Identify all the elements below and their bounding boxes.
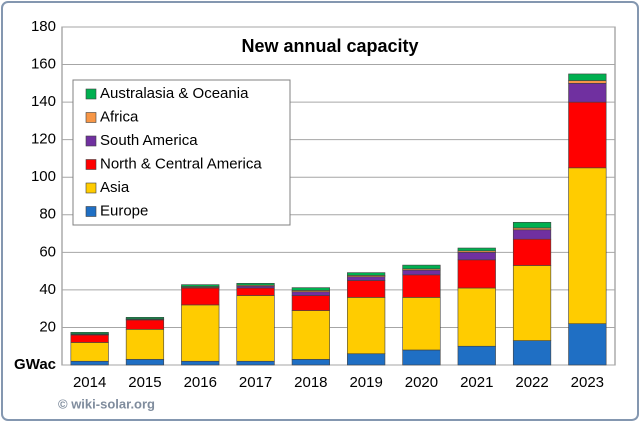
legend-swatch [85,182,97,194]
legend-label: Europe [100,202,148,219]
bar-segment [70,360,109,366]
y-tick-label: GWac [14,356,56,373]
y-tick-label: 20 [39,318,56,335]
y-tick-label: 80 [39,206,56,223]
bar-segment [512,238,552,266]
bar-segment [512,265,552,341]
y-tick-label: 100 [31,168,56,185]
bar-segment [347,276,386,281]
bar-segment [70,334,109,343]
bar-segment [568,83,607,103]
bar-segment [125,319,165,330]
bar-segment [291,291,330,296]
bar-segment [457,287,496,347]
bar-segment [347,272,386,276]
x-tick-label: 2020 [405,374,438,391]
bar-segment [512,221,552,229]
legend-label: Asia [100,179,130,196]
legend [72,79,291,226]
bar-segment [70,342,109,362]
bar-segment [347,297,386,355]
legend-label: North & Central America [100,155,262,172]
bar-segment [512,340,552,366]
legend-label: South America [100,132,198,149]
bar-segment [568,73,607,81]
bar-segment [568,167,607,324]
bar-segment [347,280,386,298]
bar-segment [181,304,220,362]
bar-segment [291,287,330,291]
bar-segment [512,229,552,240]
x-tick-label: 2014 [73,374,106,391]
bar-segment [402,264,441,270]
bar-segment [568,80,607,84]
bar-segment [236,287,275,296]
x-tick-label: 2016 [184,374,217,391]
x-tick-label: 2023 [571,374,604,391]
bar-segment [568,101,607,169]
bar-segment [236,295,275,362]
bar-segment [457,259,496,289]
bar-segment [402,349,441,366]
legend-entries: Europe Asia North & Central America South A… [85,85,262,219]
legend-swatch [85,88,97,100]
bar-segment [457,252,496,261]
bar-segment [291,295,330,311]
y-tick-label: 140 [31,93,56,110]
x-tick-label: 2022 [515,374,548,391]
y-tick-label: 180 [31,18,56,35]
x-tick-label: 2015 [128,374,161,391]
bar-segment [125,317,165,320]
bar-segment [125,359,165,366]
bar-segment [181,287,220,306]
legend-swatch [85,135,97,147]
bar-segment [291,310,330,360]
bar-segment [457,247,496,252]
x-tick-label: 2018 [294,374,327,391]
x-tick-label: 2019 [349,374,382,391]
bar-segment [347,353,386,366]
bar-segment [457,345,496,366]
bar-segment [291,359,330,366]
legend-label: Australasia & Oceania [100,85,249,102]
legend-swatch [85,159,97,170]
bar-segment [181,284,220,287]
bar-segment [402,269,441,276]
bar-segment [70,332,109,335]
bar-segment [236,360,275,366]
bar-segment [125,329,165,360]
bar-segment [568,323,607,366]
source: © wiki-solar.org [58,396,155,411]
bar-segment [402,297,441,351]
chart-title: New annual capacity [241,36,418,56]
legend-swatch [85,206,97,217]
bar-segment [181,360,220,366]
y-tick-label: 120 [31,131,56,148]
bar-segment [402,274,441,298]
y-tick-label: 160 [31,56,56,73]
legend-label: Africa [100,108,139,125]
x-tick-label: 2021 [460,374,493,391]
legend-swatch [85,112,97,123]
y-tick-label: 60 [39,243,56,260]
y-tick-label: 40 [39,281,56,298]
bars [70,73,607,366]
x-tick-label: 2017 [239,374,272,391]
bar-segment [236,283,275,286]
